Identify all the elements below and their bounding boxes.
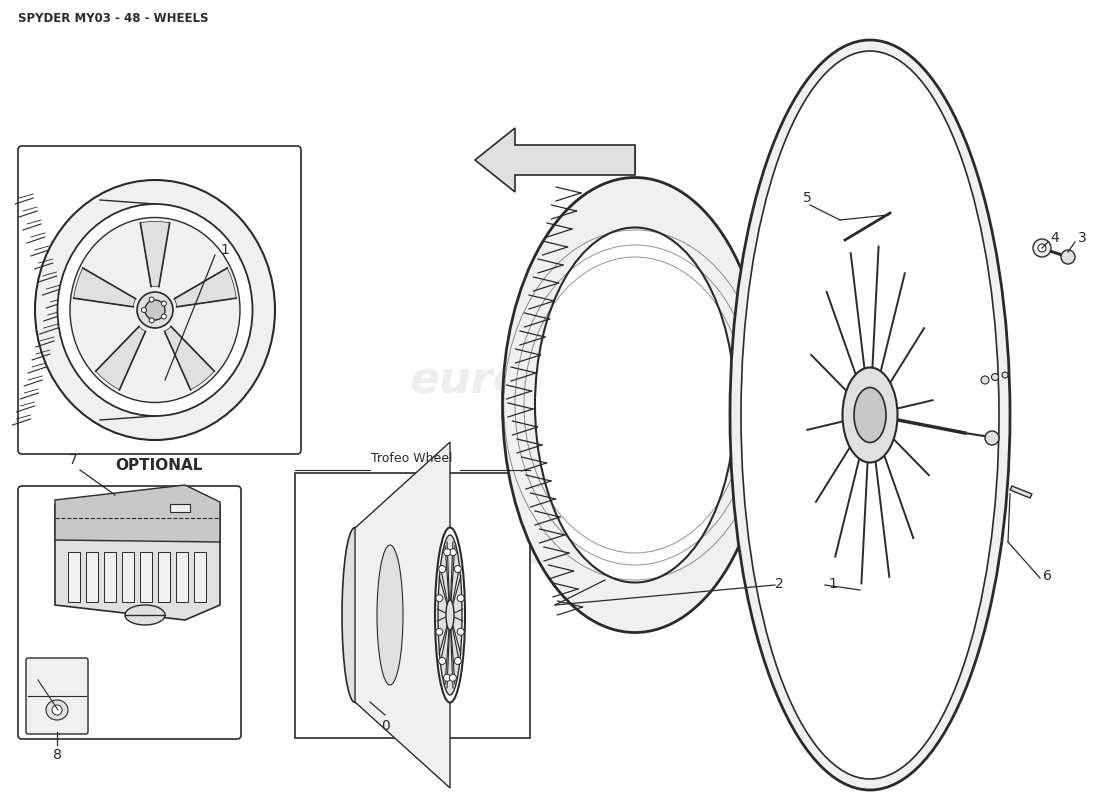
Circle shape [1062, 250, 1075, 264]
Polygon shape [55, 485, 220, 542]
Ellipse shape [741, 51, 999, 779]
Text: 6: 6 [1043, 569, 1052, 583]
Text: 5: 5 [803, 191, 812, 205]
Circle shape [162, 314, 166, 319]
Ellipse shape [438, 535, 462, 695]
Bar [104, 552, 116, 602]
Bar [140, 552, 152, 602]
Ellipse shape [125, 605, 165, 625]
Ellipse shape [70, 218, 240, 402]
FancyBboxPatch shape [18, 146, 301, 454]
Polygon shape [1010, 486, 1032, 498]
Bar [86, 552, 98, 602]
Polygon shape [141, 222, 169, 286]
Circle shape [450, 549, 456, 556]
Ellipse shape [434, 527, 465, 702]
Circle shape [458, 594, 464, 602]
Ellipse shape [377, 545, 403, 685]
Ellipse shape [843, 367, 898, 462]
FancyBboxPatch shape [26, 658, 88, 734]
Ellipse shape [35, 180, 275, 440]
Text: 2: 2 [776, 577, 783, 591]
Ellipse shape [742, 255, 778, 565]
Circle shape [162, 301, 166, 306]
Bar [158, 552, 170, 602]
Ellipse shape [854, 387, 886, 442]
Circle shape [150, 297, 154, 302]
Circle shape [142, 307, 146, 313]
Ellipse shape [342, 527, 369, 702]
Polygon shape [55, 490, 220, 620]
Text: 7: 7 [68, 453, 77, 467]
Ellipse shape [790, 282, 820, 538]
Bar [170, 504, 190, 512]
Bar [194, 552, 206, 602]
Circle shape [436, 594, 443, 602]
Circle shape [439, 658, 446, 665]
Polygon shape [74, 268, 135, 307]
Circle shape [981, 376, 989, 384]
Circle shape [454, 566, 461, 573]
Polygon shape [355, 442, 450, 788]
Ellipse shape [535, 227, 735, 582]
Text: Trofeo Wheel: Trofeo Wheel [372, 452, 453, 465]
Ellipse shape [503, 178, 768, 633]
Ellipse shape [730, 40, 1010, 790]
Circle shape [439, 566, 446, 573]
Polygon shape [96, 326, 145, 390]
Polygon shape [475, 128, 635, 192]
Polygon shape [175, 268, 236, 307]
Polygon shape [760, 230, 870, 600]
Text: eurospares: eurospares [409, 529, 691, 571]
Circle shape [1002, 372, 1008, 378]
Bar [68, 552, 80, 602]
Circle shape [52, 705, 62, 715]
Circle shape [1038, 244, 1046, 252]
Text: 3: 3 [1078, 231, 1087, 245]
Circle shape [450, 674, 456, 682]
Ellipse shape [854, 225, 886, 605]
Circle shape [138, 292, 173, 328]
Ellipse shape [86, 200, 114, 420]
Text: OPTIONAL: OPTIONAL [116, 458, 202, 473]
FancyBboxPatch shape [18, 486, 241, 739]
Text: 0: 0 [381, 719, 389, 733]
Circle shape [458, 628, 464, 635]
Polygon shape [165, 326, 214, 390]
Circle shape [150, 318, 154, 323]
Circle shape [443, 549, 451, 556]
Ellipse shape [446, 600, 454, 630]
Text: eurospares: eurospares [409, 358, 691, 402]
Text: 8: 8 [53, 748, 62, 762]
Ellipse shape [46, 700, 68, 720]
Circle shape [443, 674, 451, 682]
Bar [176, 552, 188, 602]
Text: 4: 4 [1050, 231, 1058, 245]
Text: 1: 1 [828, 577, 837, 591]
Circle shape [984, 431, 999, 445]
Bar [295, 473, 530, 738]
Bar [122, 552, 134, 602]
Circle shape [436, 628, 443, 635]
Polygon shape [490, 148, 635, 172]
Circle shape [1033, 239, 1050, 257]
Circle shape [991, 374, 999, 381]
Ellipse shape [57, 204, 253, 416]
Text: SPYDER MY03 - 48 - WHEELS: SPYDER MY03 - 48 - WHEELS [18, 12, 209, 25]
Circle shape [454, 658, 461, 665]
Text: 1: 1 [220, 243, 229, 257]
Circle shape [145, 300, 165, 320]
